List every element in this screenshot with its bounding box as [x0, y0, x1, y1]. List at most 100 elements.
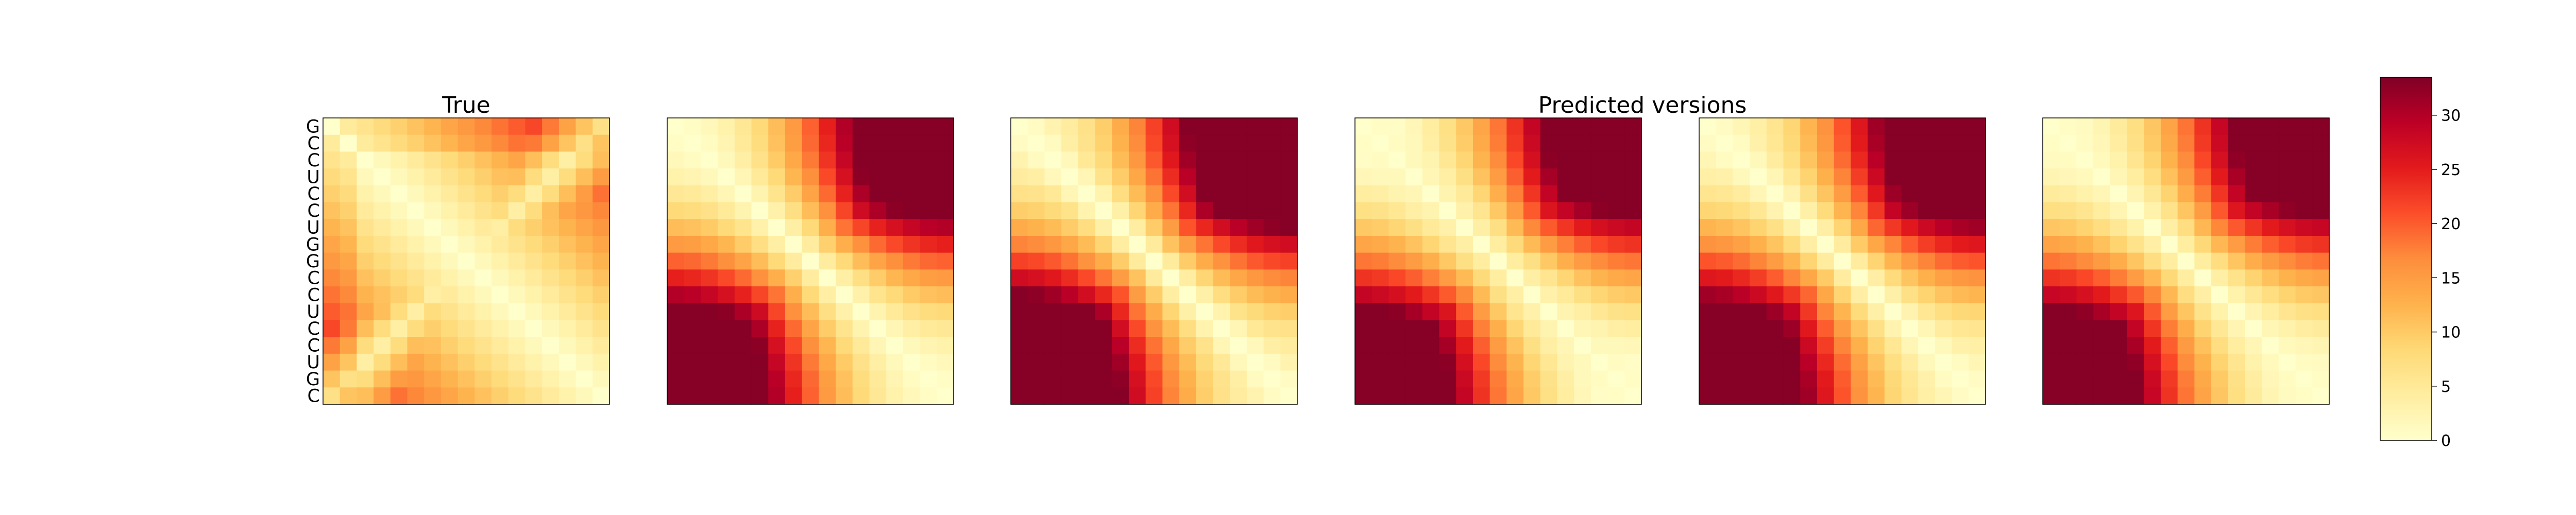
heatmap-cell [701, 134, 718, 152]
heatmap-cell [2312, 269, 2330, 287]
heatmap-cell [1230, 337, 1247, 354]
heatmap-cell [1783, 252, 1801, 270]
heatmap-cell [1540, 252, 1558, 270]
heatmap-cell [1624, 320, 1642, 337]
heatmap-cell [886, 134, 904, 152]
heatmap-cell [1027, 235, 1045, 253]
heatmap-cell [1868, 269, 1885, 287]
heatmap-cell [886, 118, 904, 135]
heatmap-cell [374, 134, 391, 152]
heatmap-cell [1557, 337, 1574, 354]
heatmap-cell [1179, 353, 1197, 371]
heatmap-cell [1112, 252, 1129, 270]
heatmap-cell [1935, 387, 1953, 405]
heatmap-cell [1011, 269, 1028, 287]
heatmap-cell [457, 235, 475, 253]
heatmap-cell [2160, 387, 2178, 405]
heatmap-cell [1607, 202, 1625, 219]
heatmap-cell [785, 151, 803, 169]
heatmap-cell [836, 202, 853, 219]
heatmap-cell [2211, 320, 2229, 337]
heatmap-cell [1422, 387, 1440, 405]
heatmap-cell [575, 168, 593, 186]
heatmap-cell [1733, 252, 1750, 270]
heatmap-cell [1750, 320, 1767, 337]
heatmap-cell [1027, 337, 1045, 354]
heatmap-cell [684, 219, 702, 236]
heatmap-cell [903, 320, 921, 337]
heatmap-cell [2312, 337, 2330, 354]
heatmap-cell [2043, 219, 2060, 236]
heatmap-cell [869, 320, 887, 337]
heatmap-cell [575, 252, 593, 270]
heatmap-cell [2043, 134, 2060, 152]
heatmap-cell [1935, 303, 1953, 321]
heatmap-cell [1733, 269, 1750, 287]
heatmap-cell [1388, 387, 1406, 405]
heatmap-cell [323, 370, 341, 388]
heatmap-cell [1213, 269, 1230, 287]
heatmap-cell [768, 337, 786, 354]
heatmap-cell [1766, 286, 1784, 304]
heatmap-cell [440, 387, 459, 405]
heatmap-cell [852, 118, 870, 135]
heatmap-cell [2194, 320, 2212, 337]
heatmap-cell [1884, 252, 1902, 270]
heatmap-cell [1523, 202, 1541, 219]
heatmap-cell [407, 320, 425, 337]
heatmap-cell [1027, 320, 1045, 337]
heatmap-cell [1095, 168, 1112, 186]
heatmap-cell [1607, 134, 1625, 152]
heatmap-cell [1868, 286, 1885, 304]
heatmap-cell [2211, 151, 2229, 169]
heatmap-cell [886, 370, 904, 388]
heatmap-cell [542, 219, 560, 236]
heatmap-cell [1439, 134, 1456, 152]
heatmap-cell [1422, 168, 1440, 186]
heatmap-cell [1935, 269, 1953, 287]
heatmap-cell [2211, 286, 2229, 304]
heatmap-cell [1162, 370, 1180, 388]
heatmap-cell [2160, 303, 2178, 321]
heatmap-cell [2160, 202, 2178, 219]
heatmap-cell [751, 134, 769, 152]
heatmap-cell [819, 235, 836, 253]
heatmap-cell [558, 185, 577, 203]
heatmap-cell [575, 269, 593, 287]
heatmap-cell [1783, 134, 1801, 152]
heatmap-cell [1439, 219, 1456, 236]
heatmap-cell [1405, 387, 1423, 405]
heatmap-cell [2127, 337, 2144, 354]
heatmap-cell [1263, 337, 1281, 354]
heatmap-cell [734, 387, 752, 405]
heatmap-cell [1624, 387, 1642, 405]
heatmap-cell [1800, 387, 1818, 405]
heatmap-cell [684, 320, 702, 337]
heatmap-cell [1095, 337, 1112, 354]
heatmap-cell [1456, 185, 1473, 203]
heatmap-cell [1733, 202, 1750, 219]
heatmap-cell [323, 269, 341, 287]
heatmap-cell [592, 320, 610, 337]
heatmap-cell [1439, 202, 1456, 219]
heatmap-cell [1540, 202, 1558, 219]
heatmap-cell [1145, 320, 1163, 337]
heatmap-cell [2194, 185, 2212, 203]
heatmap-cell [1506, 387, 1524, 405]
heatmap-cell [1557, 168, 1574, 186]
heatmap-cell [1557, 387, 1574, 405]
heatmap-cell [2278, 219, 2296, 236]
panel-frame [667, 117, 954, 405]
heatmap-cell [785, 168, 803, 186]
heatmap-cell [2278, 370, 2296, 388]
heatmap-cell [2245, 219, 2262, 236]
heatmap-cell [768, 387, 786, 405]
heatmap-cell [323, 303, 341, 321]
heatmap-cell [542, 269, 560, 287]
heatmap-cell [1027, 168, 1045, 186]
heatmap-cell [440, 353, 459, 371]
heatmap-cell [575, 337, 593, 354]
heatmap-cell [575, 370, 593, 388]
heatmap-cell [2245, 320, 2262, 337]
heatmap-cell [1246, 185, 1264, 203]
